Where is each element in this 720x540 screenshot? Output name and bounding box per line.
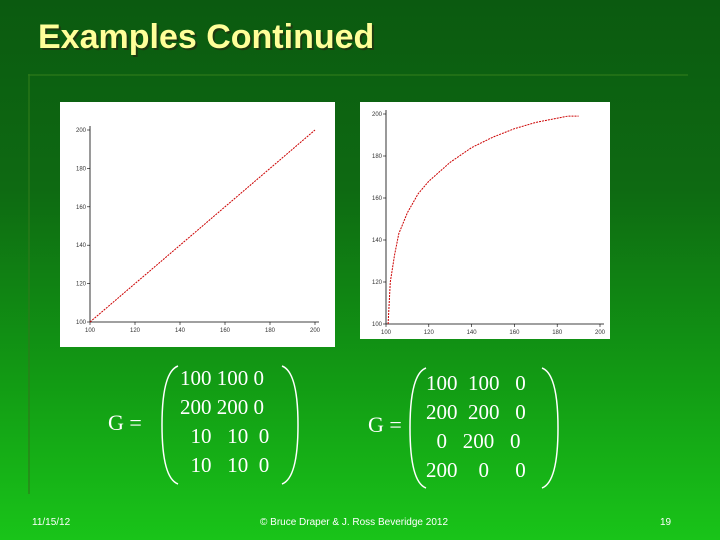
y-tick-label: 100 [76,320,87,326]
x-tick-label: 180 [552,330,563,336]
footer-date: 11/15/12 [32,517,71,528]
x-tick-label: 140 [175,328,186,334]
matrix2-label: G = [368,412,402,437]
y-tick-label: 120 [76,282,87,288]
y-tick-label: 140 [76,243,87,249]
y-tick-label: 160 [76,205,87,211]
y-tick-label: 200 [76,128,87,134]
y-tick-label: 180 [76,166,87,172]
matrix1-right-paren [281,365,299,485]
matrix1-row: 10 10 0 [180,453,270,477]
chart-left-svg: 100 120 140 160 180 200 100 120 140 160 180 200 [76,126,321,334]
matrix1-row: 10 10 0 [180,424,270,448]
matrix2-row: 0 200 0 [426,429,521,453]
x-tick-label: 160 [220,328,231,334]
matrix2-left-paren [409,367,427,489]
x-tick-label: 140 [467,330,478,336]
matrix2-row: 100 100 0 [426,371,526,395]
chart-right: 100 120 140 160 180 200 100 120 140 160 180 200 [360,102,610,339]
matrix1-row: 200 200 0 [180,395,264,419]
x-tick-label: 180 [265,328,276,334]
y-tick-label: 140 [372,238,383,244]
footer-copyright: © Bruce Draper & J. Ross Beveridge 2012 [260,517,449,528]
matrix1-row: 100 100 0 [180,366,264,390]
matrix1: 100 100 0 200 200 0 10 10 0 10 10 0 [180,364,269,480]
y-tick-label: 180 [372,154,383,160]
matrix2: 100 100 0 200 200 0 0 200 0 200 0 0 [426,369,526,485]
footer-page-number: 19 [660,517,672,528]
y-tick-label: 100 [372,322,383,328]
chart-left: 100 120 140 160 180 200 100 120 140 160 180 200 [60,102,335,347]
matrix2-right-paren [541,367,559,489]
x-tick-label: 120 [130,328,141,334]
x-tick-label: 100 [381,330,392,336]
series-line [89,129,316,323]
chart-right-svg: 100 120 140 160 180 200 100 120 140 160 180 200 [372,110,606,336]
x-tick-label: 160 [509,330,520,336]
frame-line-left [28,74,30,494]
slide-title: Examples Continued [38,18,375,56]
matrix2-row: 200 200 0 [426,400,526,424]
matrix1-label: G = [108,410,142,435]
series-line [387,115,579,325]
frame-line-top [28,74,688,76]
y-tick-label: 200 [372,112,383,118]
x-tick-label: 120 [424,330,435,336]
y-tick-label: 120 [372,280,383,286]
matrix1-left-paren [161,365,179,485]
x-tick-label: 200 [310,328,321,334]
matrix2-row: 200 0 0 [426,458,526,482]
y-tick-label: 160 [372,196,383,202]
x-tick-label: 200 [595,330,606,336]
x-tick-label: 100 [85,328,96,334]
